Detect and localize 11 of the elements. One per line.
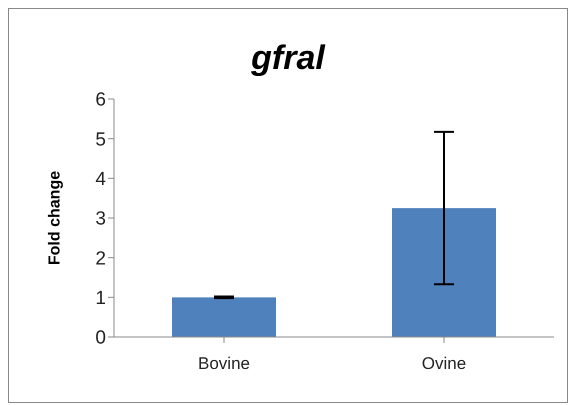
x-tick-label: Bovine — [198, 354, 250, 374]
y-tick-label: 3 — [95, 208, 106, 230]
y-axis-title: Fold change — [46, 170, 64, 266]
x-tick-label: Ovine — [422, 354, 466, 374]
y-tick-label: 4 — [95, 169, 106, 190]
y-tick-label: 1 — [95, 288, 106, 310]
y-tick-label: 2 — [95, 248, 106, 270]
y-tick-label: 5 — [95, 129, 106, 150]
chart-title: gfral — [250, 39, 326, 79]
y-tick-label: 6 — [95, 90, 106, 111]
y-tick-label: 0 — [95, 328, 106, 349]
